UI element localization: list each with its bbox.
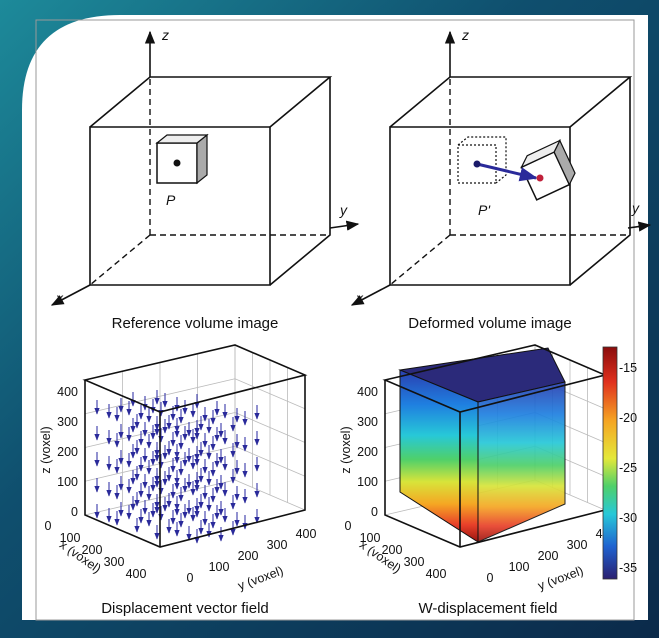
z-axis-label: z [161,27,169,43]
colorbar [603,347,617,579]
z-axis-label: z (voxel) [339,426,353,473]
z-tick-label: 300 [357,415,378,429]
y-tick-label: 0 [187,571,194,585]
z-tick-label: 400 [57,385,78,399]
x-axis-label: x [55,290,64,306]
point-label: P' [478,202,491,218]
x-tick-label: 400 [126,567,147,581]
z-tick-label: 400 [357,385,378,399]
y-tick-label: 200 [238,549,259,563]
z-tick-label: 200 [57,445,78,459]
point-label: P [166,192,176,208]
z-axis-label: z [461,27,469,43]
y-tick-label: 300 [567,538,588,552]
y-tick-label: 400 [296,527,317,541]
panel-caption: W-displacement field [419,600,558,617]
y-tick-label: 300 [267,538,288,552]
colorbar-tick-label: -15 [619,361,637,375]
colorbar-tick-label: -30 [619,511,637,525]
page: {"panels": [ {"caption": "Reference volu… [0,0,659,638]
y-tick-label: 0 [487,571,494,585]
panel-caption: Displacement vector field [101,600,269,617]
figure: z y x P Reference volume image z y x P' … [0,0,659,638]
z-tick-label: 0 [71,505,78,519]
y-axis-label: y [631,200,640,216]
x-tick-label: 300 [104,555,125,569]
y-tick-label: 100 [209,560,230,574]
y-tick-label: 200 [538,549,559,563]
z-tick-label: 0 [371,505,378,519]
y-tick-label: 100 [509,560,530,574]
z-tick-label: 100 [57,475,78,489]
colorbar-tick-label: -20 [619,411,637,425]
x-tick-label: 300 [404,555,425,569]
z-tick-label: 300 [57,415,78,429]
z-tick-label: 200 [357,445,378,459]
panel-caption: Deformed volume image [408,315,571,332]
panel-caption: Reference volume image [112,315,279,332]
y-axis-label: y [339,202,348,218]
x-axis-label: x [355,290,364,306]
x-tick-label: 0 [45,519,52,533]
x-tick-label: 400 [426,567,447,581]
z-tick-label: 100 [357,475,378,489]
z-axis-label: z (voxel) [39,426,53,473]
colorbar-tick-label: -25 [619,461,637,475]
colorbar-tick-label: -35 [619,561,637,575]
x-tick-label: 0 [345,519,352,533]
